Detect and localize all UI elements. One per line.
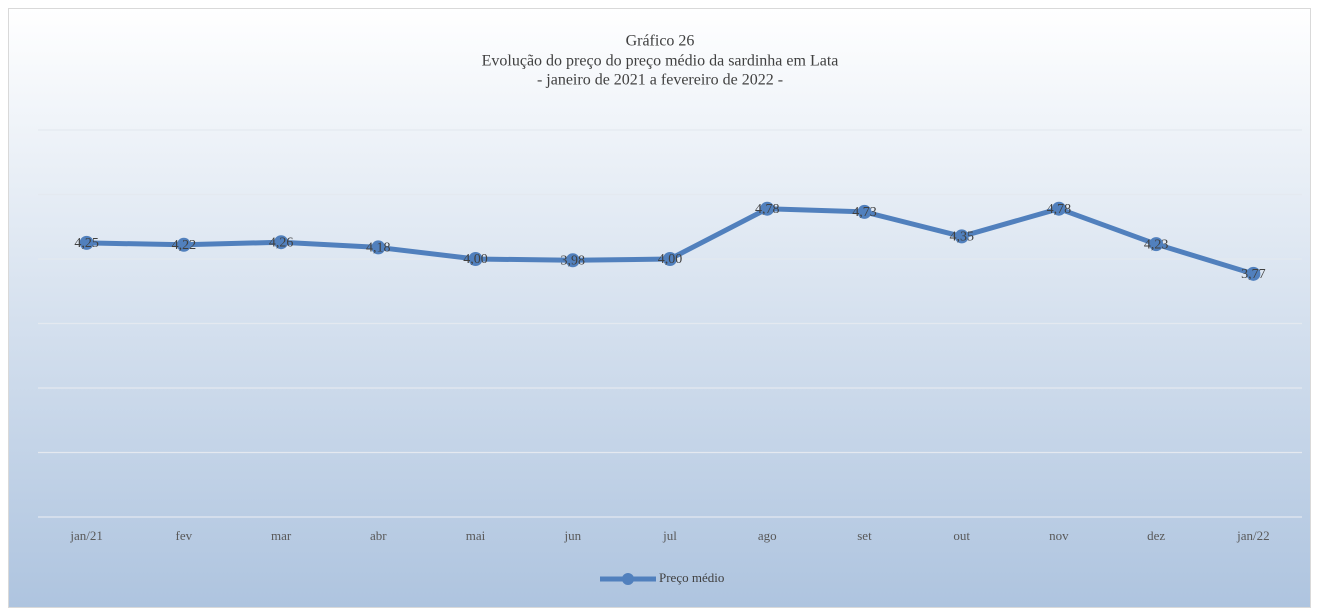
data-point: [1051, 201, 1066, 216]
data-label: 4,00: [463, 252, 488, 267]
data-point: [371, 240, 386, 255]
data-point: [663, 252, 677, 266]
data-label: 3,98: [561, 254, 586, 269]
data-label: 4,26: [269, 235, 294, 250]
data-point: [79, 235, 94, 250]
x-tick-label: ago: [758, 528, 777, 543]
data-point: [954, 229, 969, 244]
x-tick-label: mai: [466, 528, 486, 543]
x-tick-label: jan/21: [69, 528, 103, 543]
data-label: 4,25: [74, 236, 99, 251]
x-tick-label: jan/22: [1236, 528, 1270, 543]
data-point: [176, 237, 191, 252]
chart-title: Evolução do preço do preço médio da sard…: [482, 53, 839, 70]
data-label: 4,22: [172, 238, 197, 253]
data-label: 4,78: [1047, 202, 1072, 217]
x-tick-label: jul: [662, 528, 677, 543]
data-point: [1149, 237, 1164, 252]
x-tick-label: set: [857, 528, 872, 543]
data-label: 4,78: [755, 202, 780, 217]
data-label: 4,23: [1144, 237, 1169, 252]
data-label: 4,73: [852, 205, 877, 220]
chart-title: Gráfico 26: [626, 33, 695, 50]
chart-background: [8, 8, 1311, 608]
legend-marker: [622, 573, 634, 585]
data-point: [857, 204, 872, 219]
data-point: [1246, 266, 1261, 281]
x-tick-label: fev: [176, 528, 193, 543]
chart-title: - janeiro de 2021 a fevereiro de 2022 -: [537, 72, 783, 89]
legend-label: Preço médio: [659, 570, 724, 585]
x-tick-label: abr: [370, 528, 387, 543]
data-point: [565, 253, 580, 268]
data-point: [760, 201, 775, 216]
x-tick-label: nov: [1049, 528, 1069, 543]
data-point: [274, 235, 289, 250]
data-label: 4,35: [949, 230, 974, 245]
x-tick-label: jun: [563, 528, 581, 543]
x-tick-label: mar: [271, 528, 292, 543]
data-point: [468, 252, 483, 266]
data-label: 4,00: [658, 252, 683, 267]
x-tick-label: dez: [1147, 528, 1165, 543]
data-label: 4,18: [366, 241, 391, 256]
data-label: 3,77: [1241, 267, 1266, 282]
x-tick-label: out: [953, 528, 970, 543]
